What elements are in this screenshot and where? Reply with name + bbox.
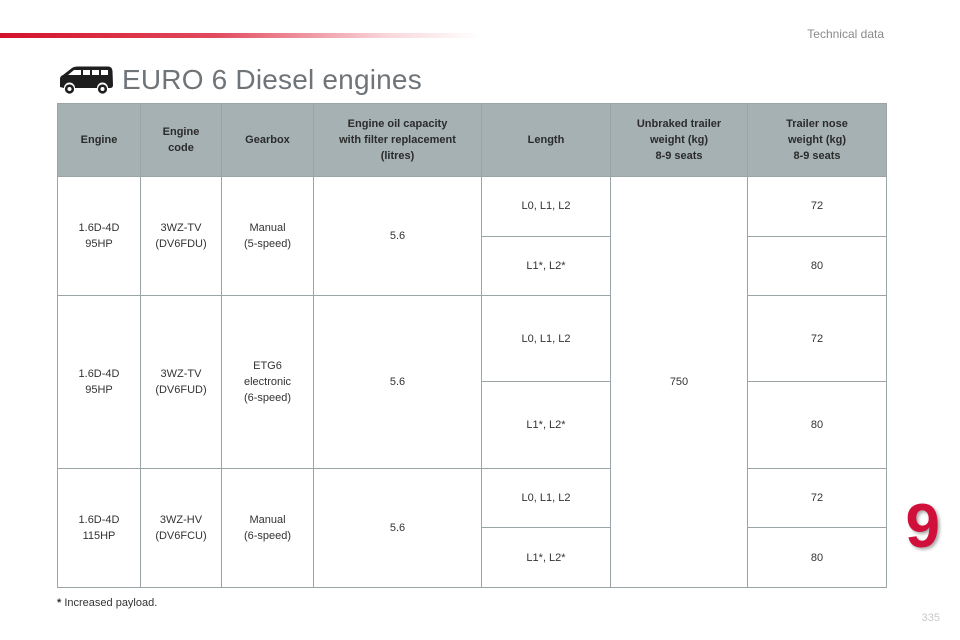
oil-capacity-cell: 5.6 <box>313 467 482 589</box>
engine-spec-table: Engine Engine code Gearbox Engine oil ca… <box>57 103 887 589</box>
table-row: 1.6D-4D 95HP 3WZ-TV (DV6FUD) ETG6 electr… <box>57 295 887 469</box>
van-icon <box>60 66 113 94</box>
section-label: Technical data <box>807 27 884 41</box>
table-row: L1*, L2* 80 <box>58 235 887 297</box>
chapter-number: 9 <box>905 492 940 561</box>
footnote: * Increased payload. <box>57 597 157 609</box>
column-header-oil-capacity: Engine oil capacity with filter replacem… <box>313 103 482 177</box>
nose-weight-cell: 72 <box>747 176 887 237</box>
column-header-nose-weight: Trailer nose weight (kg) 8-9 seats <box>747 103 887 177</box>
table-header-row: Engine Engine code Gearbox Engine oil ca… <box>57 103 887 177</box>
engine-cell: 1.6D-4D 95HP <box>57 175 141 297</box>
table-row: L1*, L2* 80 <box>58 527 887 588</box>
column-header-engine: Engine <box>57 103 141 177</box>
length-cell: L0, L1, L2 <box>481 295 611 383</box>
gearbox-cell: Manual (6-speed) <box>221 467 314 589</box>
title-row: EURO 6 Diesel engines <box>56 60 422 100</box>
table-row: 1.6D-4D 115HP 3WZ-HV (DV6FCU) Manual (6-… <box>57 467 887 589</box>
page-title: EURO 6 Diesel engines <box>122 64 422 95</box>
table-row: L1*, L2* 80 <box>58 381 887 469</box>
length-cell: L0, L1, L2 <box>481 176 611 237</box>
column-header-engine-code: Engine code <box>140 103 222 177</box>
column-header-unbraked-weight: Unbraked trailer weight (kg) 8-9 seats <box>610 103 748 177</box>
nose-weight-cell: 72 <box>747 467 887 529</box>
engine-cell: 1.6D-4D 95HP <box>57 295 141 469</box>
top-accent-bar <box>0 33 480 38</box>
length-cell: L0, L1, L2 <box>481 467 611 529</box>
gearbox-cell: Manual (5-speed) <box>221 175 314 297</box>
unbraked-weight-cell: 750 <box>610 176 748 588</box>
engine-code-cell: 3WZ-TV (DV6FDU) <box>140 175 222 297</box>
footnote-marker: * <box>57 597 62 609</box>
footnote-text: Increased payload. <box>61 597 158 609</box>
length-cell: L1*, L2* <box>481 235 611 297</box>
gearbox-cell: ETG6 electronic (6-speed) <box>221 295 314 469</box>
column-header-length: Length <box>481 103 611 177</box>
nose-weight-cell: 72 <box>747 295 887 383</box>
column-header-gearbox: Gearbox <box>221 103 314 177</box>
engine-cell: 1.6D-4D 115HP <box>57 467 141 589</box>
table-row: 1.6D-4D 95HP 3WZ-TV (DV6FDU) Manual (5-s… <box>57 175 887 588</box>
nose-weight-cell: 80 <box>747 527 887 588</box>
length-cell: L1*, L2* <box>481 381 611 469</box>
engine-code-cell: 3WZ-HV (DV6FCU) <box>140 467 222 589</box>
length-cell: L1*, L2* <box>481 527 611 588</box>
page-number: 335 <box>921 612 940 624</box>
nose-weight-cell: 80 <box>747 381 887 469</box>
oil-capacity-cell: 5.6 <box>313 175 482 297</box>
oil-capacity-cell: 5.6 <box>313 295 482 469</box>
nose-weight-cell: 80 <box>747 235 887 297</box>
engine-code-cell: 3WZ-TV (DV6FUD) <box>140 295 222 469</box>
